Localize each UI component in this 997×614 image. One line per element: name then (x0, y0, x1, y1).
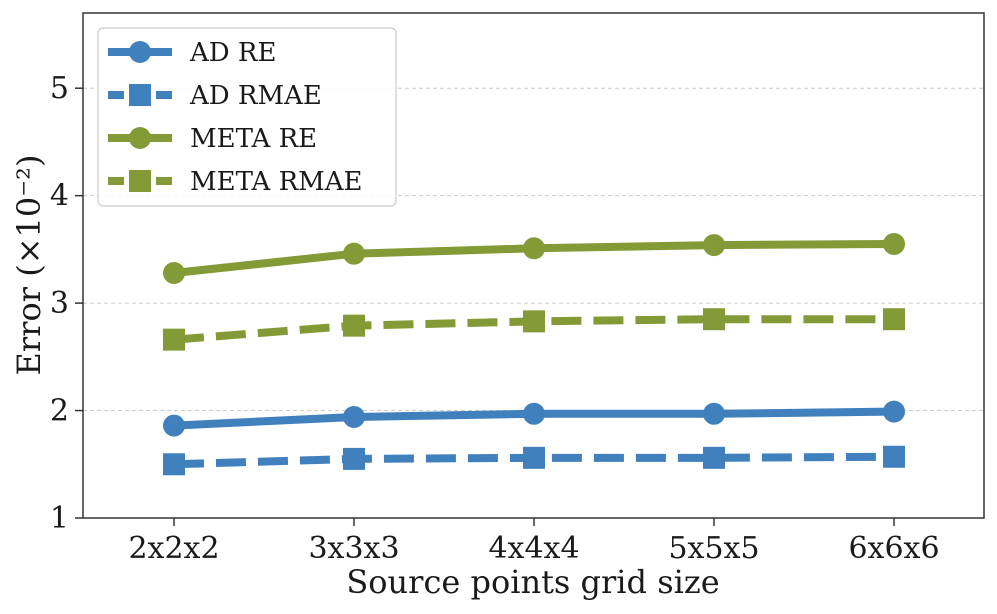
legend-item: META RMAE (108, 167, 363, 197)
axes: 1 2 3 4 5 2x2x2 3x3x3 4x4x4 5x5x5 6x6x6 (50, 71, 940, 566)
legend-marker (129, 84, 151, 106)
data-point (523, 446, 545, 469)
x-tick-label: 3x3x3 (308, 531, 399, 566)
legend-label: META RMAE (190, 167, 363, 197)
legend-marker (129, 127, 151, 149)
data-point (163, 414, 185, 437)
legend-marker (129, 170, 151, 192)
data-point (343, 314, 365, 337)
data-point (343, 447, 365, 470)
y-tick-label: 5 (50, 71, 69, 106)
legend-item: AD RE (108, 38, 276, 68)
data-point (883, 233, 905, 256)
data-point (523, 402, 545, 425)
legend-label: META RE (190, 124, 317, 154)
series-ad-re (163, 400, 905, 437)
x-tick-label: 5x5x5 (668, 531, 759, 566)
series-ad-rmae (163, 445, 905, 476)
data-point (343, 406, 365, 428)
data-point (343, 242, 365, 265)
data-point (703, 446, 725, 469)
series-layer (163, 233, 905, 476)
series-meta-rmae (163, 308, 905, 351)
data-point (523, 310, 545, 333)
legend-marker (129, 41, 151, 63)
legend-item: AD RMAE (108, 81, 322, 111)
legend-label: AD RE (189, 38, 276, 68)
data-point (703, 234, 725, 257)
y-tick-label: 4 (50, 179, 69, 214)
data-point (703, 402, 725, 425)
y-axis-label: Error (×10⁻²) (10, 155, 48, 376)
legend-box (97, 27, 397, 207)
data-point (163, 328, 185, 351)
x-tick-label: 4x4x4 (488, 531, 579, 566)
series-meta-re (163, 233, 905, 285)
data-point (523, 237, 545, 260)
y-tick-label: 1 (50, 501, 69, 536)
data-point (883, 445, 905, 468)
x-axis-label: Source points grid size (346, 563, 719, 601)
data-point (883, 400, 905, 423)
data-point (703, 308, 725, 331)
legend-item: META RE (108, 124, 317, 154)
y-tick-label: 2 (50, 394, 69, 429)
x-tick-label: 6x6x6 (848, 531, 939, 566)
data-point (883, 308, 905, 331)
y-tick-label: 3 (50, 286, 69, 321)
legend-label: AD RMAE (189, 81, 322, 111)
data-point (163, 262, 185, 285)
x-tick-label: 2x2x2 (128, 531, 219, 566)
data-point (163, 453, 185, 476)
legend: AD RE AD RMAE META RE META RMAE (97, 27, 397, 207)
